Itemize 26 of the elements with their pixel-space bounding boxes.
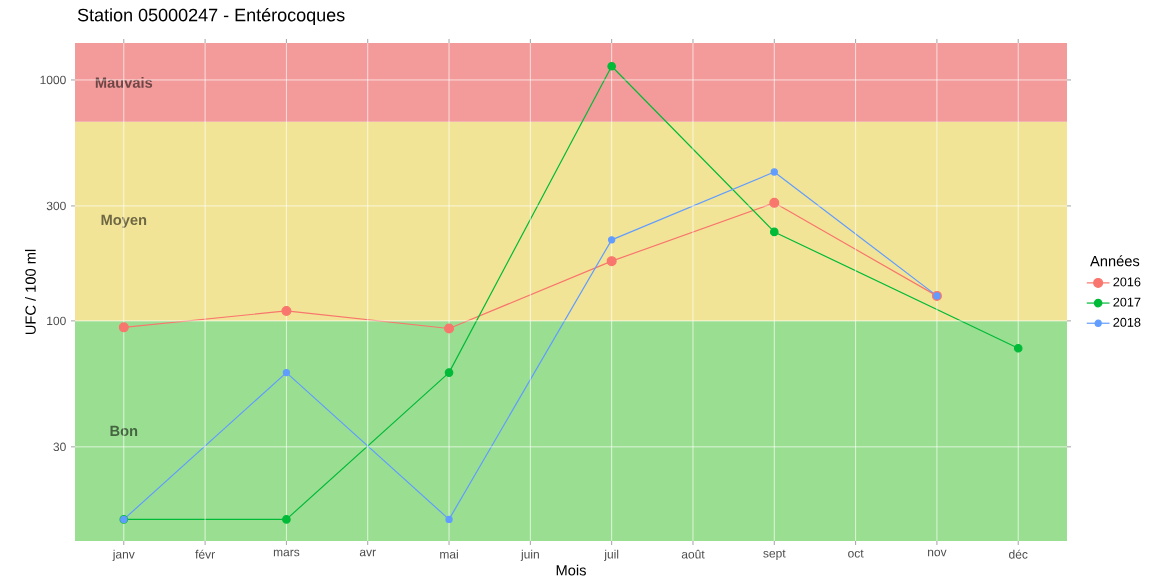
x-tick-label: oct — [848, 549, 864, 558]
y-tick-label: 100 — [47, 316, 66, 326]
x-tick-label: août — [681, 549, 705, 559]
x-tick-label: déc — [1009, 549, 1028, 559]
y-tick-label: 1000 — [40, 75, 66, 85]
legend-label: 2018 — [1113, 317, 1141, 327]
y-axis-title: UFC / 100 ml — [25, 249, 36, 335]
chart-title: Station 05000247 - Entérocoques — [77, 7, 345, 25]
legend-label: 2016 — [1113, 277, 1141, 287]
x-tick-label: févr — [195, 549, 215, 559]
x-tick-label: mars — [273, 549, 300, 557]
legend-label: 2017 — [1113, 297, 1141, 307]
band-label: Mauvais — [95, 77, 153, 88]
legend-title: Années — [1090, 255, 1140, 267]
x-tick-label: mai — [440, 549, 458, 559]
x-tick-label: nov — [928, 549, 947, 557]
x-tick-label: sept — [763, 549, 786, 560]
band-label: Moyen — [101, 214, 147, 228]
x-tick-label: juin — [520, 549, 539, 561]
x-tick-label: avr — [359, 549, 376, 557]
x-tick-label: juil — [604, 549, 619, 561]
x-tick-label: janv — [112, 549, 135, 561]
y-tick-label: 300 — [46, 201, 66, 211]
band-label: Bon — [110, 425, 138, 437]
x-axis-title: Mois — [556, 564, 586, 576]
y-tick-label: 30 — [53, 442, 66, 452]
